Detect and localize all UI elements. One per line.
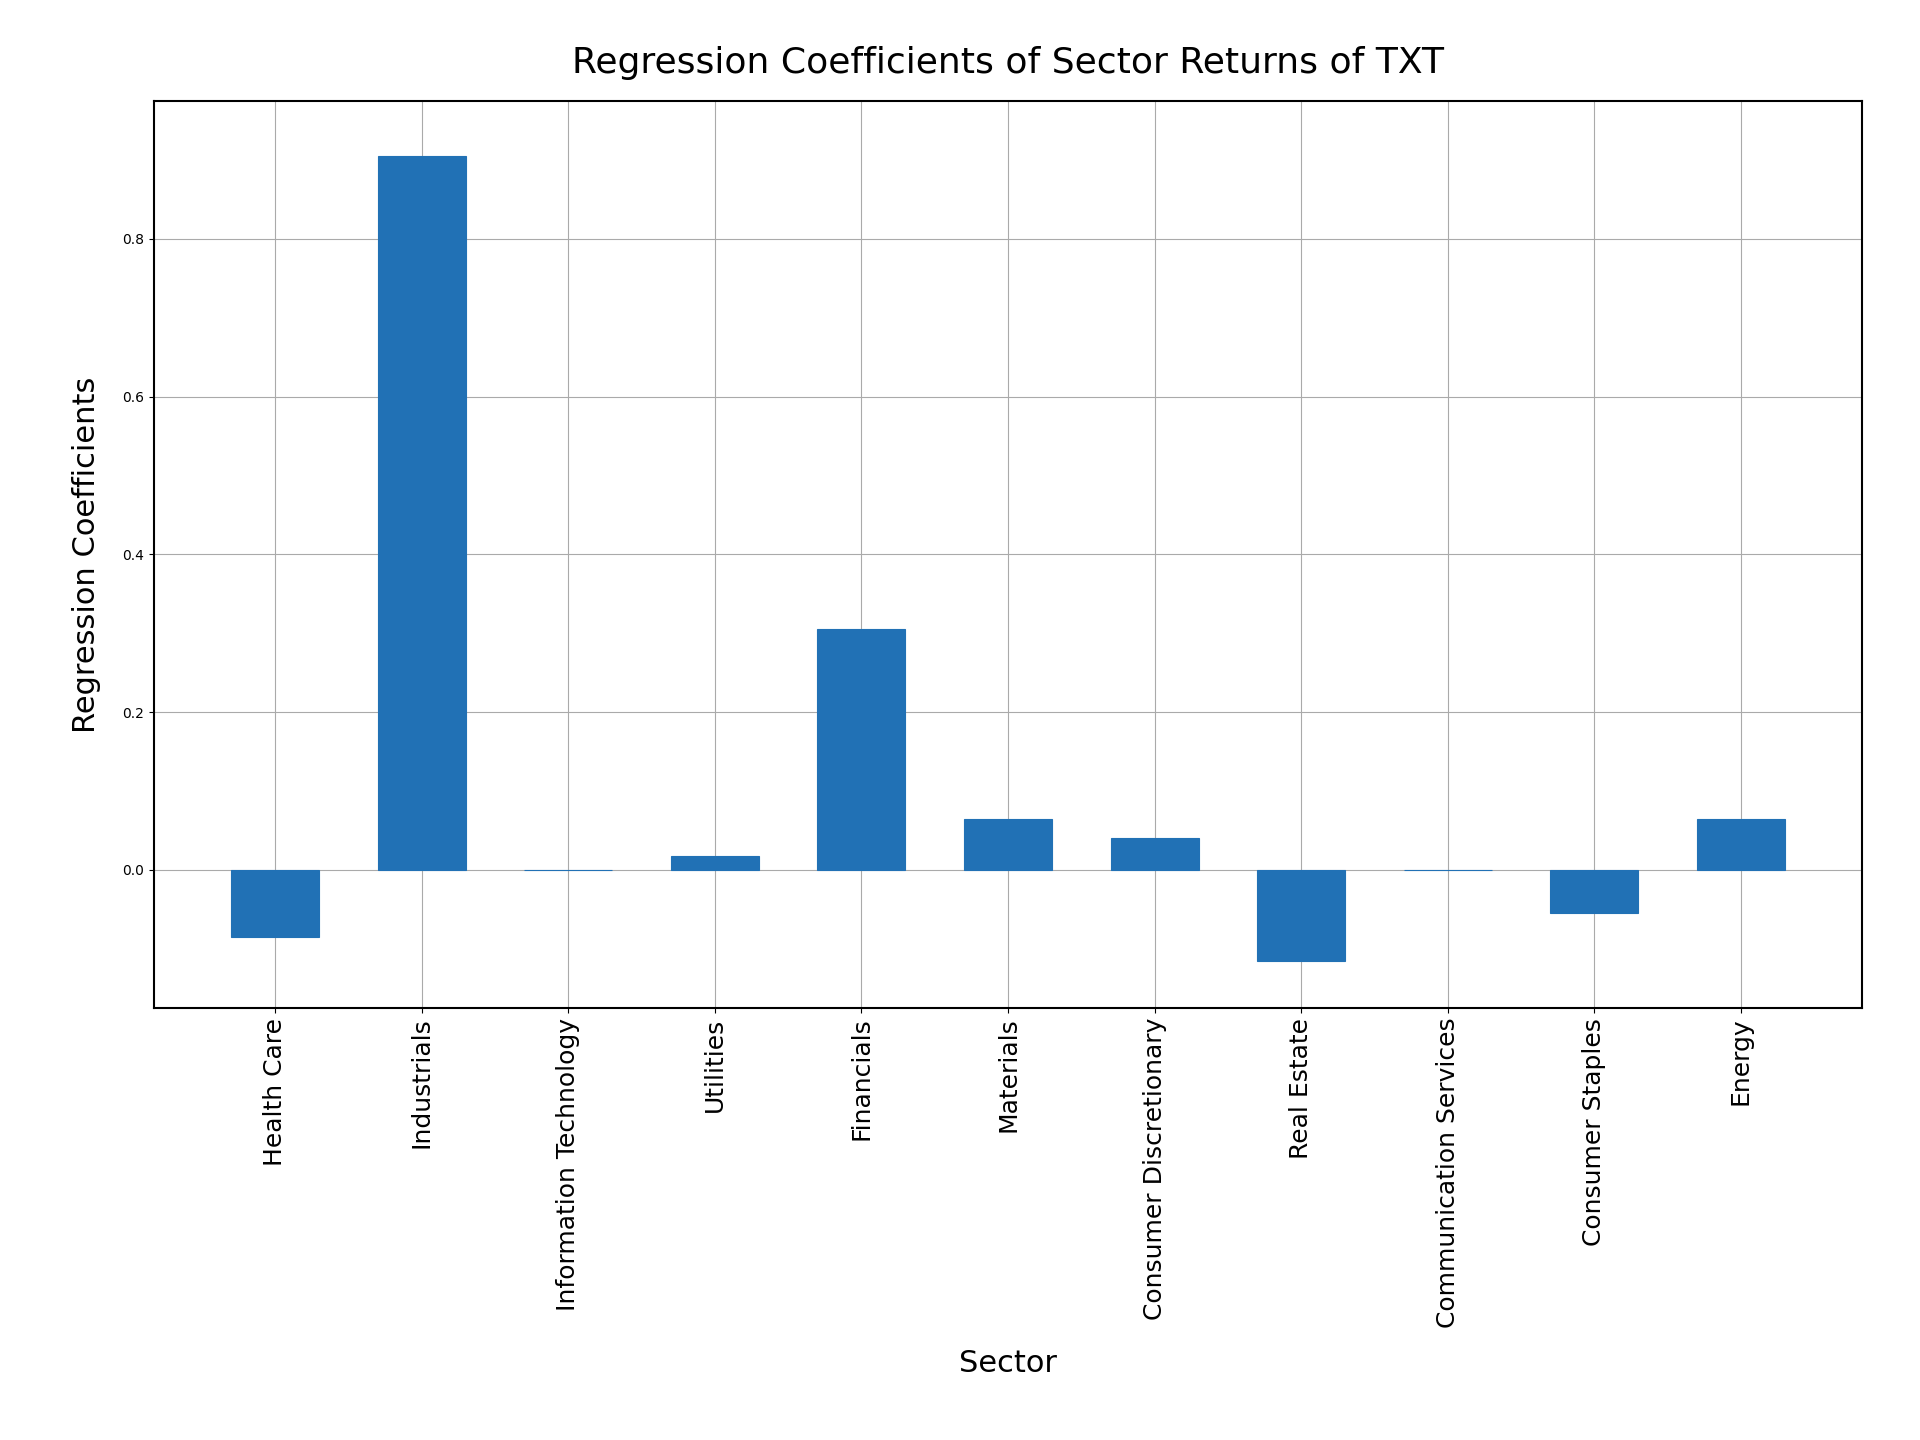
Bar <box>230 870 319 937</box>
Bar <box>378 156 467 870</box>
Bar <box>1697 819 1786 870</box>
Bar <box>964 819 1052 870</box>
Bar <box>670 855 758 870</box>
Title: Regression Coefficients of Sector Returns of TXT: Regression Coefficients of Sector Return… <box>572 46 1444 81</box>
Bar <box>1110 838 1198 870</box>
Bar <box>1549 870 1638 913</box>
X-axis label: Sector: Sector <box>958 1349 1058 1378</box>
Bar <box>818 629 906 870</box>
Y-axis label: Regression Coefficients: Regression Coefficients <box>73 376 102 733</box>
Bar <box>1258 870 1346 960</box>
